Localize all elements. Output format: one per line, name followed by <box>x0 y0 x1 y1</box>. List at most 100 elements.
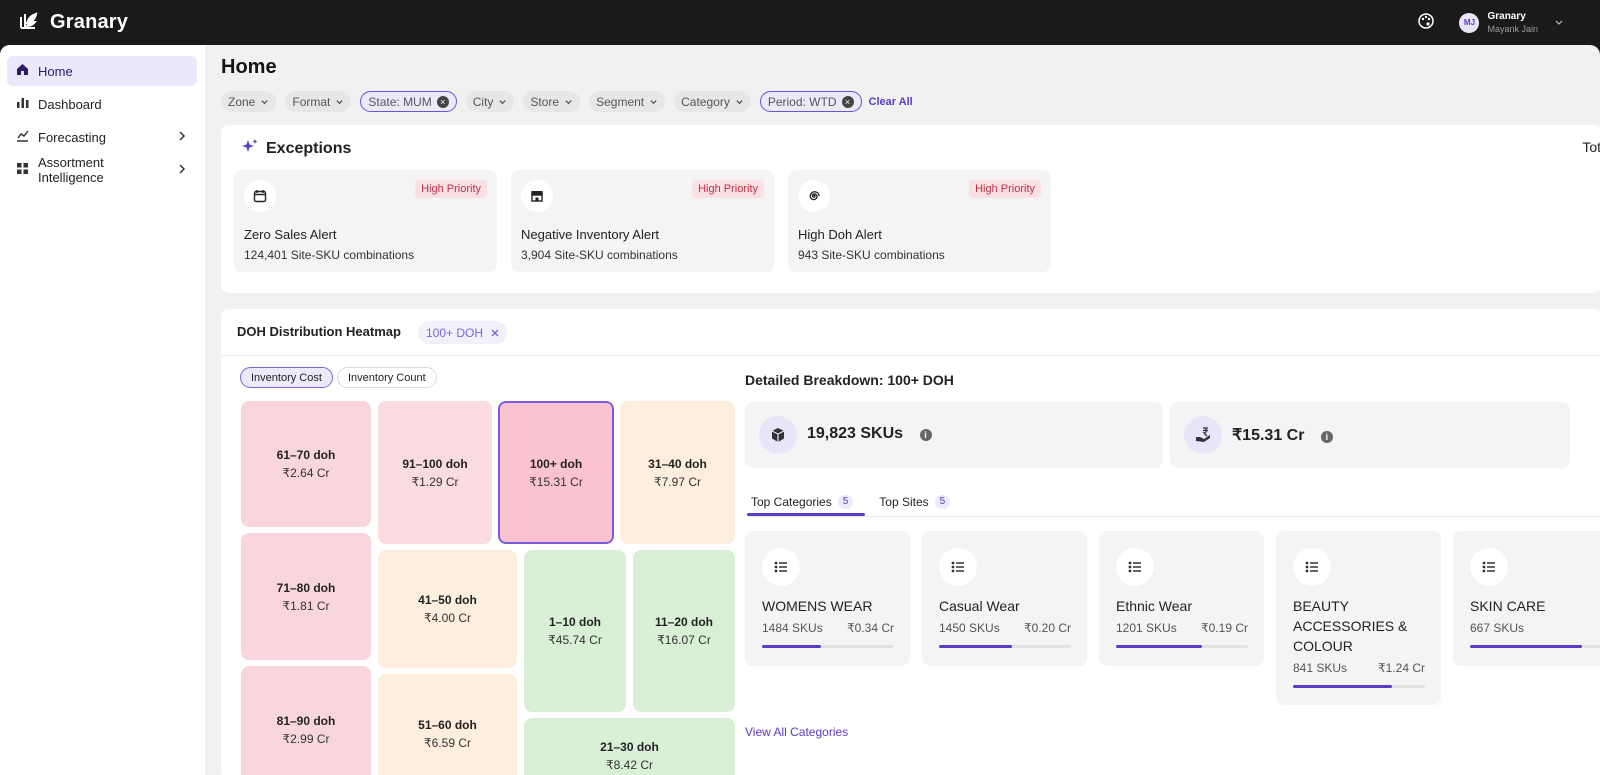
active-tab-indicator <box>747 513 865 516</box>
trend-chart-icon <box>15 128 30 146</box>
tile-value: ₹45.74 Cr <box>548 633 602 647</box>
chevron-down-icon <box>498 95 507 109</box>
list-icon <box>939 548 977 586</box>
tile-label: 11–20 doh <box>654 615 714 629</box>
alert-title: High Doh Alert <box>798 227 882 242</box>
breakdown-tabs: Top Categories 5 Top Sites 5 <box>747 489 954 515</box>
filter-period[interactable]: Period: WTD × <box>759 91 862 112</box>
rupee-hand-icon <box>1184 416 1222 454</box>
close-icon[interactable] <box>491 326 499 340</box>
category-progress-fill <box>1116 645 1202 648</box>
page-title: Home <box>221 56 277 78</box>
info-icon[interactable]: i <box>919 429 932 441</box>
tile-value: ₹1.81 Cr <box>282 598 330 613</box>
category-name: Ethnic Wear <box>1116 598 1192 614</box>
category-name: WOMENS WEAR <box>762 598 873 614</box>
total-label: Tot <box>1582 139 1600 155</box>
cost-text: ₹15.31 Cr <box>1232 427 1305 444</box>
sidebar-item-forecasting[interactable]: Forecasting <box>7 122 197 152</box>
heatmap-tile[interactable]: 91–100 doh ₹1.29 Cr <box>378 401 492 544</box>
tile-label: 81–90 doh <box>276 713 336 728</box>
toggle-inventory-cost[interactable]: Inventory Cost <box>240 367 333 388</box>
grid-icon <box>15 161 30 179</box>
heatmap-tile-selected[interactable]: 100+ doh ₹15.31 Cr <box>498 401 614 544</box>
filter-zone[interactable]: Zone <box>221 91 277 112</box>
sparkle-icon <box>242 138 258 159</box>
tile-value: ₹4.00 Cr <box>424 611 471 625</box>
active-doh-filter[interactable]: 100+ DOH <box>418 321 508 344</box>
sidebar-item-dashboard[interactable]: Dashboard <box>7 89 197 119</box>
alert-subtitle: 3,904 Site-SKU combinations <box>521 248 678 262</box>
category-skus: 1450 SKUs <box>939 621 1000 635</box>
list-icon <box>1470 548 1508 586</box>
tile-label: 61–70 doh <box>276 448 336 462</box>
sidebar-item-assortment-intelligence[interactable]: Assortment Intelligence <box>7 155 197 185</box>
category-card[interactable]: SKIN CARE 667 SKUs <box>1453 531 1600 666</box>
tab-count-badge: 5 <box>837 495 854 509</box>
heatmap-tile[interactable]: 1–10 doh ₹45.74 Cr <box>524 550 626 712</box>
clear-filter-icon[interactable]: × <box>841 95 854 108</box>
app-logo[interactable]: Granary <box>18 11 128 34</box>
granary-logo-icon <box>18 11 38 34</box>
heatmap-title: DOH Distribution Heatmap <box>237 324 401 339</box>
info-icon[interactable]: i <box>1320 431 1333 443</box>
sidebar: Home Dashboard Forecasting Assortment In… <box>0 45 205 775</box>
category-value: ₹0.34 Cr <box>847 621 894 635</box>
priority-badge: High Priority <box>415 180 487 198</box>
tile-value: ₹2.64 Cr <box>282 466 330 480</box>
heatmap-tile[interactable]: 31–40 doh ₹7.97 Cr <box>620 401 735 544</box>
heatmap-tile[interactable]: 41–50 doh ₹4.00 Cr <box>378 550 517 668</box>
heatmap-tile[interactable]: 11–20 doh ₹16.07 Cr <box>633 550 735 712</box>
filter-state[interactable]: State: MUM × <box>360 91 457 112</box>
view-all-categories-link[interactable]: View All Categories <box>745 725 849 739</box>
heatmap-tile[interactable]: 61–70 doh ₹2.64 Cr <box>241 401 371 527</box>
tile-value: ₹15.31 Cr <box>529 474 583 489</box>
exceptions-title: Exceptions <box>266 139 352 157</box>
alert-card-high-doh[interactable]: High Priority High Doh Alert 943 Site-SK… <box>788 170 1051 272</box>
palette-icon[interactable] <box>1417 12 1435 33</box>
heatmap-tile[interactable]: 51–60 doh ₹6.59 Cr <box>378 674 517 775</box>
app-name: Granary <box>50 11 129 33</box>
clear-filter-icon[interactable]: × <box>436 95 449 108</box>
tab-top-sites[interactable]: Top Sites 5 <box>875 489 954 515</box>
heatmap-tile[interactable]: 71–80 doh ₹1.81 Cr <box>241 533 371 660</box>
chevron-down-icon <box>1554 15 1564 30</box>
category-value: ₹0.20 Cr <box>1024 621 1071 635</box>
category-skus: 1201 SKUs <box>1116 621 1177 635</box>
heatmap-tile[interactable]: 81–90 doh ₹2.99 Cr <box>241 666 371 775</box>
tile-label: 100+ doh <box>529 456 583 471</box>
spiral-icon <box>798 180 830 212</box>
user-name: Mayank Jain <box>1487 23 1538 34</box>
tile-value: ₹1.29 Cr <box>411 474 459 489</box>
tab-count-badge: 5 <box>934 495 951 509</box>
filter-format[interactable]: Format <box>285 91 352 112</box>
filter-category[interactable]: Category <box>674 91 751 112</box>
exceptions-card: Exceptions Tot High Priority Zero Sales … <box>221 125 1600 293</box>
calendar-icon <box>244 180 276 212</box>
tile-label: 1–10 doh <box>548 615 602 629</box>
toggle-inventory-count[interactable]: Inventory Count <box>337 367 437 388</box>
chevron-right-icon <box>177 163 187 178</box>
tab-label: Top Categories <box>751 495 832 509</box>
clear-all-link[interactable]: Clear All <box>868 95 913 108</box>
filter-city[interactable]: City <box>465 91 515 112</box>
category-card[interactable]: Ethnic Wear 1201 SKUs ₹0.19 Cr <box>1099 531 1264 666</box>
heatmap-tile[interactable]: 21–30 doh ₹8.42 Cr <box>524 718 735 775</box>
filter-label: Format <box>292 94 331 109</box>
alert-card-zero-sales[interactable]: High Priority Zero Sales Alert 124,401 S… <box>234 170 497 272</box>
category-card[interactable]: BEAUTY ACCESSORIES & COLOUR 841 SKUs ₹1.2… <box>1276 531 1441 705</box>
sidebar-item-home[interactable]: Home <box>7 56 197 86</box>
user-menu[interactable]: MJ Granary Mayank Jain <box>1459 11 1564 35</box>
category-card[interactable]: WOMENS WEAR 1484 SKUs ₹0.34 Cr <box>745 531 910 666</box>
tile-label: 91–100 doh <box>402 456 468 471</box>
chevron-down-icon <box>564 95 573 109</box>
category-card[interactable]: Casual Wear 1450 SKUs ₹0.20 Cr <box>922 531 1087 666</box>
tab-top-categories[interactable]: Top Categories 5 <box>747 489 857 515</box>
alert-card-negative-inventory[interactable]: High Priority Negative Inventory Alert 3… <box>511 170 774 272</box>
filter-store[interactable]: Store <box>523 91 581 112</box>
category-progress <box>1116 645 1248 648</box>
category-name: Casual Wear <box>939 598 1020 614</box>
category-skus: 1484 SKUs <box>762 621 823 635</box>
filter-segment[interactable]: Segment <box>589 91 666 112</box>
package-icon <box>759 416 797 454</box>
